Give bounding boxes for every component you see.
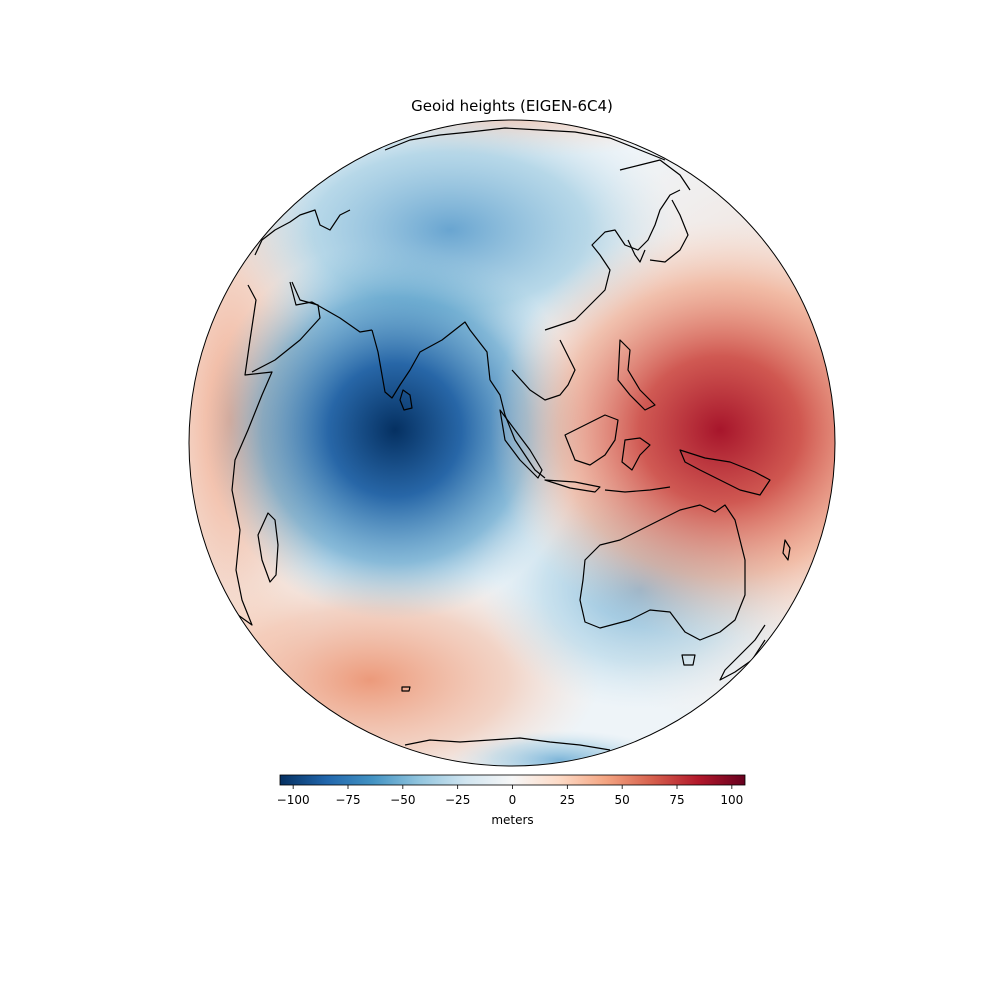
- coast-borneo: [564, 414, 619, 466]
- map-title: Geoid heights (EIGEN-6C4): [411, 97, 613, 115]
- colorbar-tick-label: −50: [390, 793, 415, 807]
- coast-kamchatka: [619, 159, 691, 191]
- colorbar-tick-label: 50: [615, 793, 630, 807]
- coast-china: [544, 189, 681, 331]
- colorbar: −100 −75 −50 −25 0 25 50 75 100 meters: [277, 774, 746, 827]
- globe-outline: [188, 119, 836, 767]
- coast-north-asia: [384, 127, 666, 161]
- coast-philippines: [617, 339, 656, 411]
- coast-korea: [627, 239, 646, 263]
- coast-se-asia: [489, 379, 546, 479]
- colorbar-tick-label: 100: [720, 793, 743, 807]
- coast-tasmania: [681, 654, 696, 666]
- colorbar-tick-label: −100: [277, 793, 310, 807]
- coast-persian-gulf: [289, 281, 373, 333]
- coast-lesser-sunda: [604, 486, 671, 493]
- coast-madagascar: [257, 512, 279, 583]
- coast-arabia: [251, 281, 321, 373]
- coastlines: [221, 127, 791, 751]
- coast-sri-lanka: [399, 389, 413, 411]
- geoid-field: [189, 120, 835, 766]
- coast-europe: [254, 209, 351, 256]
- coast-kerguelen: [401, 686, 411, 692]
- coast-islands-pacific: [782, 539, 791, 561]
- coast-japan: [649, 199, 689, 263]
- coast-antarctica: [404, 737, 611, 751]
- colorbar-tick-label: 0: [509, 793, 517, 807]
- colorbar-label: meters: [491, 813, 533, 827]
- coast-africa: [221, 284, 273, 626]
- coast-new-guinea: [679, 449, 771, 496]
- coast-indochina: [511, 339, 576, 401]
- coast-australia: [579, 504, 746, 641]
- colorbar-tick-label: −75: [335, 793, 360, 807]
- coast-sumatra: [499, 409, 543, 479]
- coast-sulawesi: [621, 437, 651, 471]
- coast-india: [371, 321, 491, 399]
- colorbar-tick-label: 25: [560, 793, 575, 807]
- coast-java: [544, 479, 601, 493]
- colorbar-gradient: [279, 774, 746, 786]
- colorbar-ticks: −100 −75 −50 −25 0 25 50 75 100: [277, 785, 743, 807]
- colorbar-tick-label: 75: [669, 793, 684, 807]
- colorbar-tick-label: −25: [445, 793, 470, 807]
